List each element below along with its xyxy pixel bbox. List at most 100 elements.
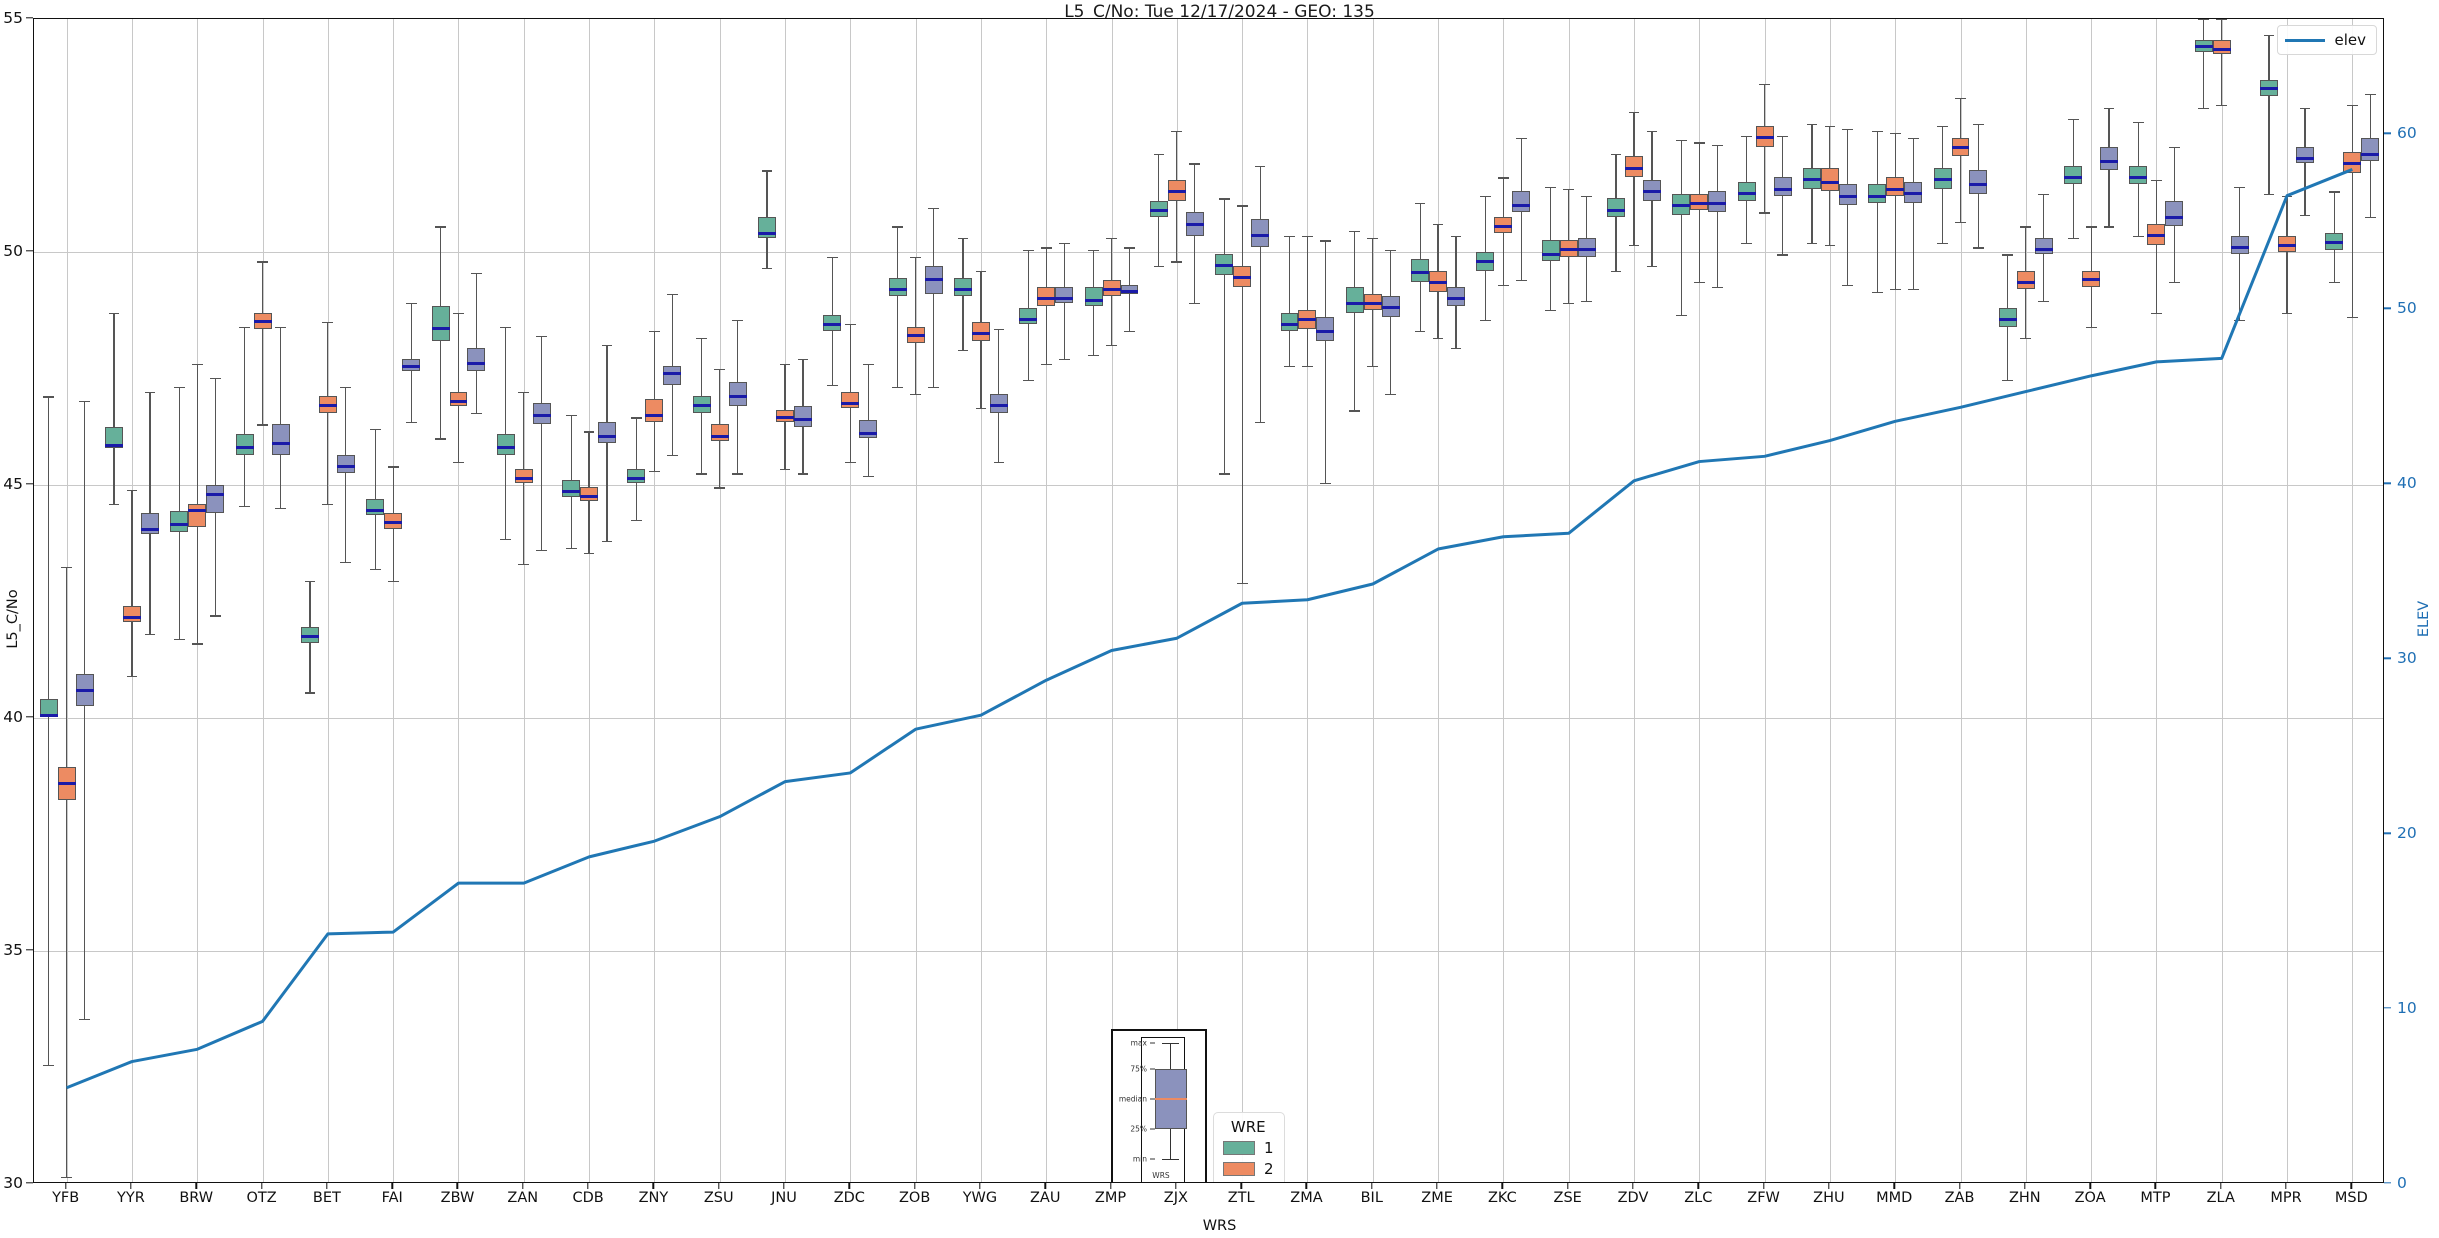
median-line — [271, 441, 290, 445]
box-body[interactable] — [1280, 312, 1299, 332]
x-tick-mark — [456, 1183, 459, 1189]
gridline-horizontal — [34, 951, 2383, 952]
box-body[interactable] — [793, 405, 812, 427]
box-body[interactable] — [1316, 317, 1335, 341]
box-body[interactable] — [2230, 235, 2249, 255]
whisker-cap — [1320, 240, 1331, 242]
box-body[interactable] — [2016, 270, 2035, 290]
whisker-cap — [1675, 314, 1687, 317]
box-body[interactable] — [1345, 286, 1364, 313]
whisker-cap — [601, 345, 613, 347]
median-line — [170, 523, 189, 527]
whisker-cap — [779, 363, 791, 366]
whisker-cap — [1581, 196, 1593, 198]
whisker-cap — [435, 226, 446, 228]
box-body[interactable] — [953, 277, 972, 297]
box-body[interactable] — [1773, 177, 1792, 197]
whisker-cap — [2020, 338, 2032, 340]
x-tick-mark — [587, 1183, 589, 1189]
x-tick-mark — [1762, 1183, 1765, 1189]
whisker-cap — [2346, 105, 2358, 107]
box-body[interactable] — [1120, 284, 1139, 294]
box-body[interactable] — [1447, 286, 1465, 306]
box-body[interactable] — [1037, 286, 1056, 306]
median-line — [300, 634, 319, 638]
gridline-vertical — [980, 19, 982, 1182]
box-body[interactable] — [971, 321, 990, 341]
whisker-cap — [405, 422, 417, 424]
box-body[interactable] — [1737, 182, 1756, 201]
box-body[interactable] — [1969, 170, 1988, 194]
legend-elev[interactable]: elev — [2277, 25, 2377, 55]
median-line — [105, 443, 123, 447]
y-tick-mark-left — [26, 17, 33, 19]
box-body[interactable] — [1577, 238, 1596, 257]
median-line — [1037, 297, 1056, 301]
box-body[interactable] — [206, 485, 225, 513]
whisker-line — [1045, 247, 1047, 364]
box-body[interactable] — [170, 510, 189, 532]
x-tick-mark — [2024, 1183, 2026, 1189]
box-body[interactable] — [1820, 168, 1839, 192]
box-body[interactable] — [235, 433, 254, 455]
box-body[interactable] — [728, 382, 747, 406]
box-body[interactable] — [663, 366, 682, 385]
whisker-cap — [1741, 135, 1753, 137]
gridline-vertical — [785, 19, 786, 1182]
box-body[interactable] — [2165, 200, 2184, 227]
box-body[interactable] — [2064, 165, 2083, 185]
whisker-cap — [1515, 279, 1527, 282]
box-body[interactable] — [989, 394, 1008, 413]
box-body[interactable] — [598, 422, 617, 444]
box-body[interactable] — [2129, 165, 2148, 185]
box-body[interactable] — [431, 305, 450, 341]
box-body[interactable] — [105, 426, 123, 448]
box-body[interactable] — [271, 424, 290, 455]
box-body[interactable] — [1607, 198, 1625, 218]
median-line — [1802, 178, 1821, 182]
gridline-vertical — [2156, 19, 2158, 1182]
inset-label: 75% — [1130, 1064, 1147, 1074]
legend-wre-item-2[interactable]: 2 — [1223, 1160, 1274, 1178]
legend-wre-item-3[interactable]: 3 — [1223, 1181, 1274, 1182]
whisker-cap — [1842, 284, 1854, 286]
box-body[interactable] — [1411, 258, 1430, 283]
median-line — [989, 404, 1008, 408]
whisker-cap — [387, 466, 399, 468]
median-line — [140, 527, 159, 531]
whisker-cap — [928, 387, 939, 389]
gridline-vertical — [327, 19, 329, 1182]
median-line — [1607, 208, 1625, 212]
whisker-cap — [1515, 137, 1527, 140]
whisker-cap — [1693, 142, 1705, 144]
median-line — [859, 432, 878, 436]
box-body[interactable] — [496, 433, 515, 455]
box-body[interactable] — [2100, 147, 2119, 171]
median-line — [598, 434, 617, 438]
box-body[interactable] — [888, 277, 907, 297]
x-tick-mark — [326, 1183, 328, 1189]
median-line — [2016, 280, 2035, 284]
box-body[interactable] — [1886, 177, 1905, 197]
whisker-line — [1223, 198, 1225, 474]
whisker-cap — [2085, 226, 2097, 228]
legend-wre-item-1[interactable]: 1 — [1223, 1139, 1274, 1157]
median-line — [1055, 297, 1074, 301]
whisker-cap — [1907, 289, 1919, 291]
x-tick-label: ZJX — [1163, 1190, 1188, 1206]
gridline-horizontal — [34, 718, 2383, 719]
gridline-vertical — [1764, 19, 1766, 1182]
x-tick-label: OTZ — [246, 1190, 277, 1206]
box-body[interactable] — [336, 454, 355, 474]
box-body[interactable] — [1868, 184, 1887, 204]
median-line — [1345, 301, 1364, 305]
box-body[interactable] — [1251, 219, 1270, 248]
whisker-cap — [1022, 380, 1034, 382]
box-body[interactable] — [1541, 240, 1560, 262]
whisker-line — [1259, 165, 1261, 423]
whisker-cap — [1236, 205, 1248, 207]
legend-wre[interactable]: WRE 1 2 3 — [1213, 1112, 1285, 1182]
box-body[interactable] — [1512, 191, 1531, 213]
median-line — [122, 616, 141, 620]
box-body[interactable] — [1998, 307, 2017, 327]
